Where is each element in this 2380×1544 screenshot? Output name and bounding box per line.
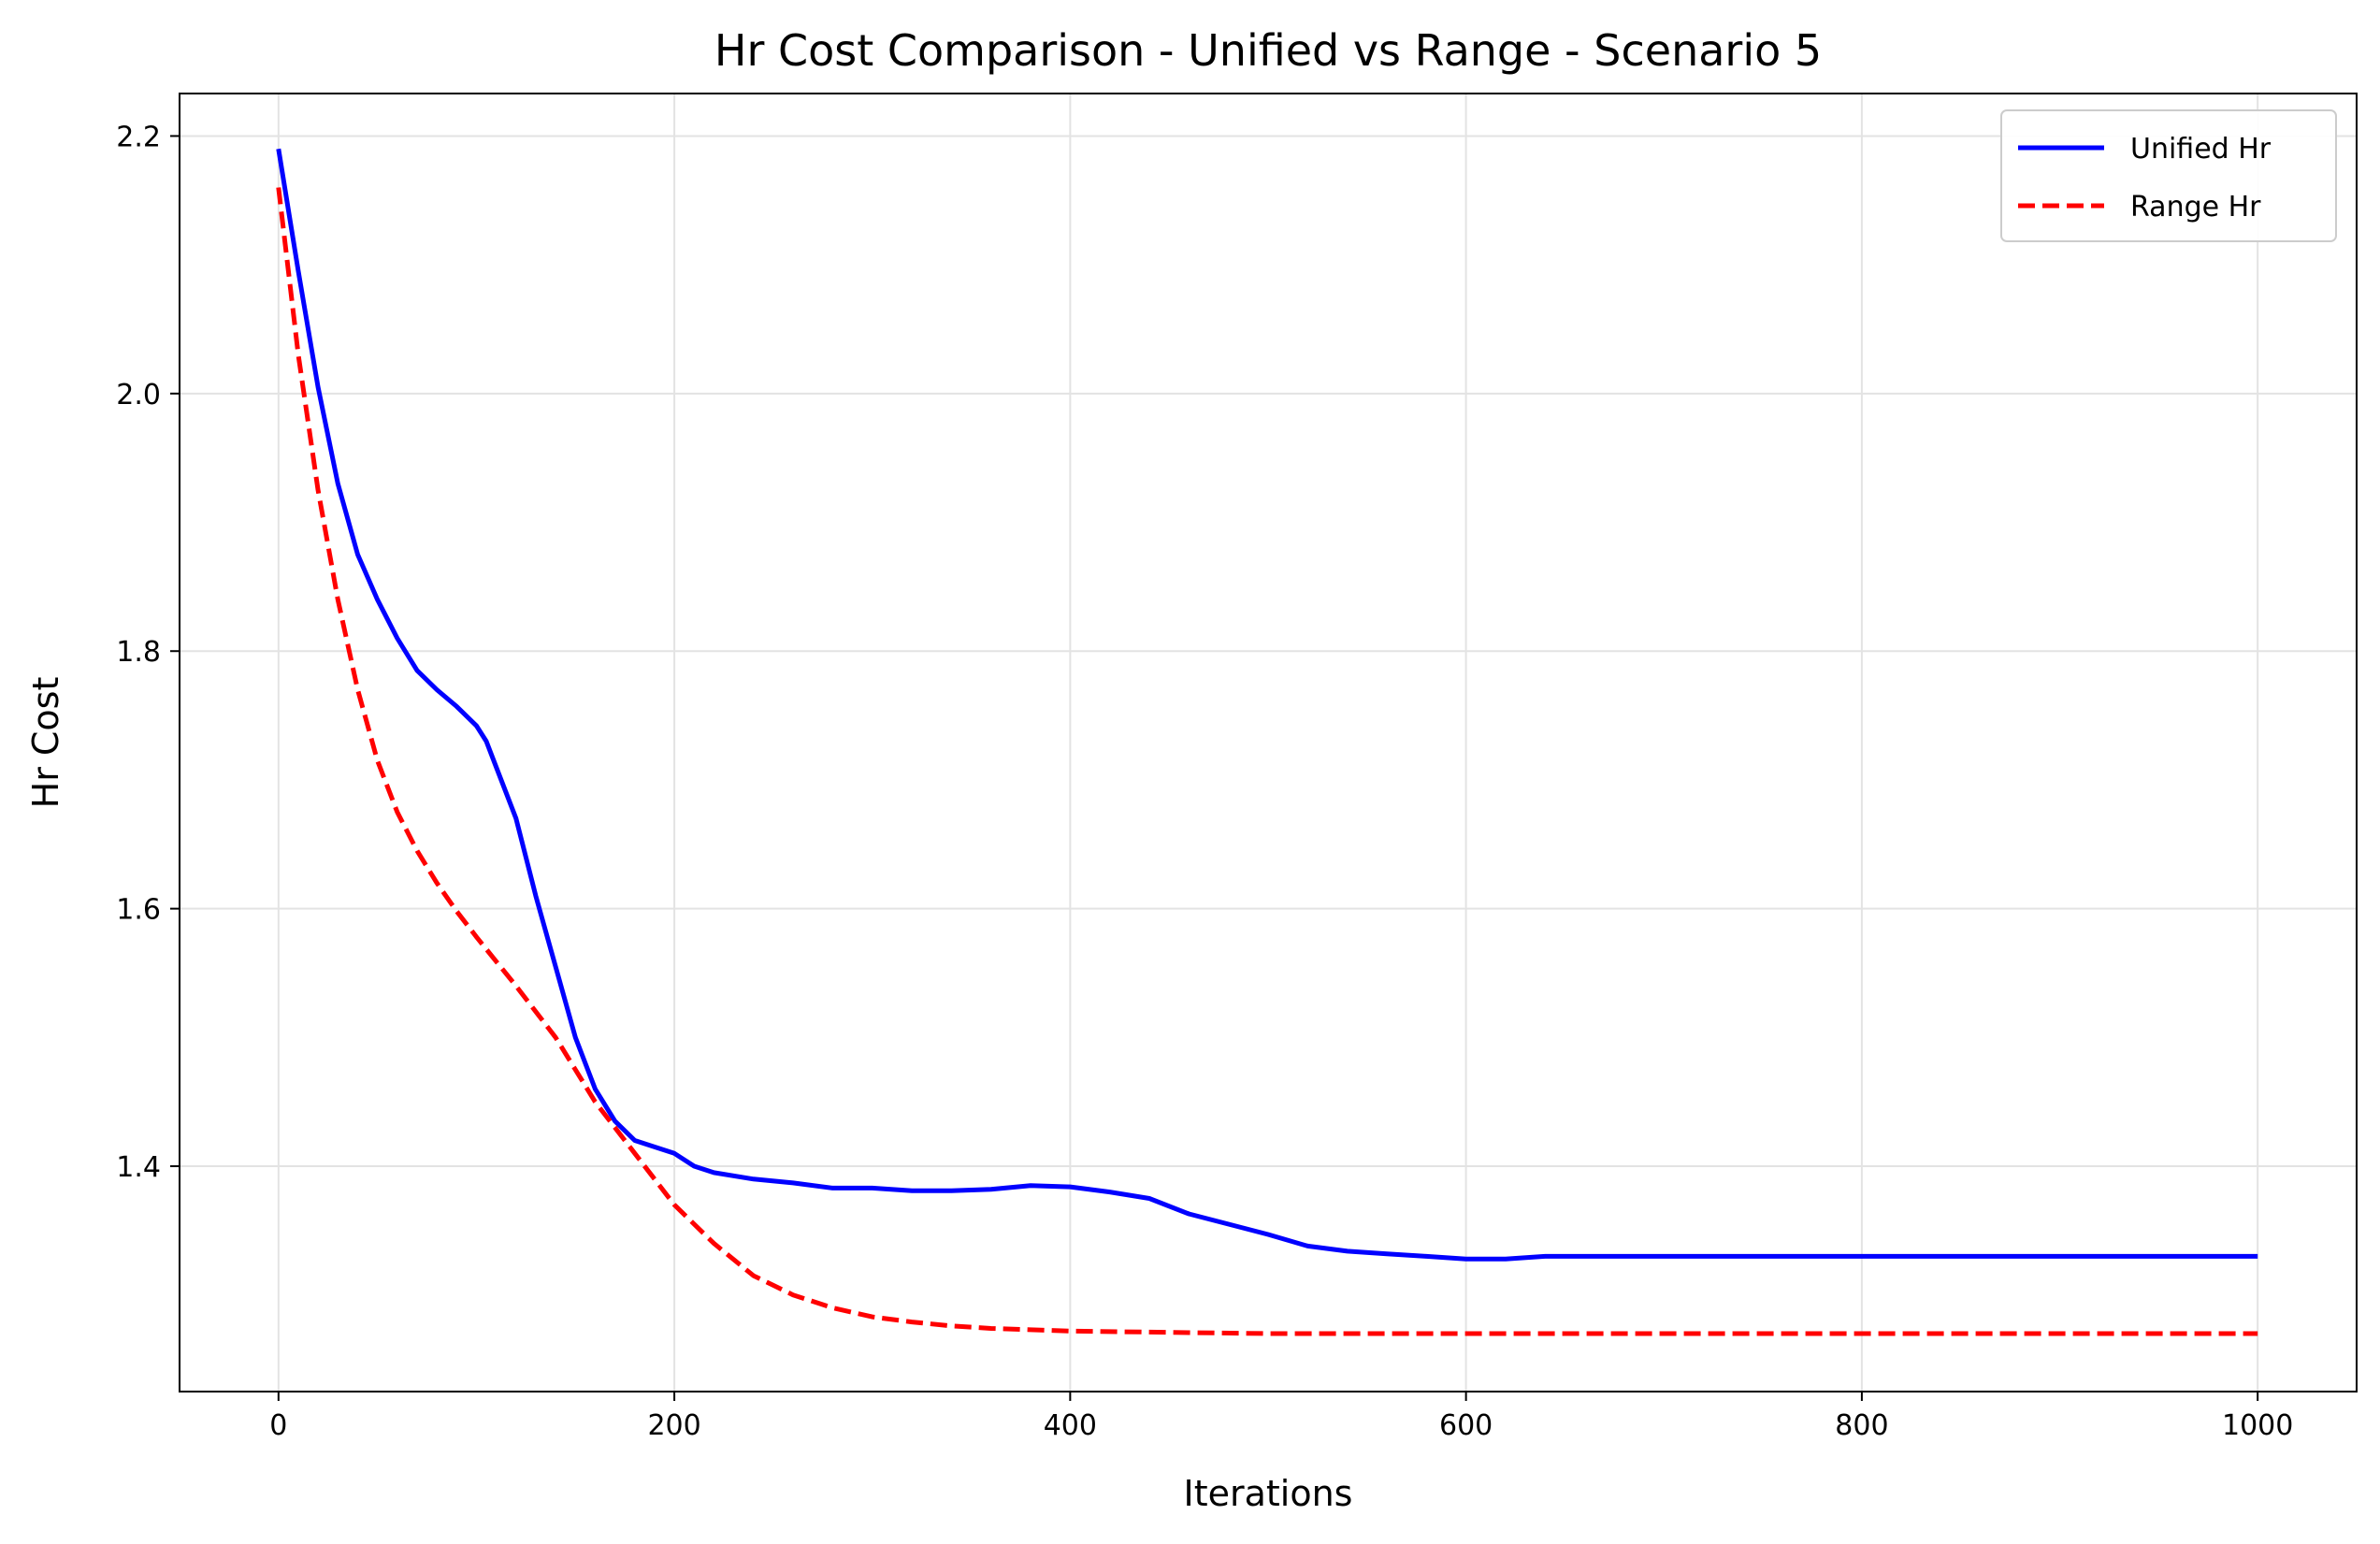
x-tick-label: 400 xyxy=(1044,1409,1097,1442)
x-tick-label: 200 xyxy=(647,1409,700,1442)
legend-label: Range Hr xyxy=(2130,191,2261,224)
x-axis-title: Iterations xyxy=(1184,1473,1353,1514)
y-axis-title: Hr Cost xyxy=(25,677,66,809)
x-tick-label: 600 xyxy=(1439,1409,1493,1442)
x-tick-label: 800 xyxy=(1835,1409,1888,1442)
legend-label: Unified Hr xyxy=(2130,133,2272,166)
ticks: 0 200 400 600 800 1000 1.4 1.6 1.8 2.0 2.2 xyxy=(116,121,2293,1442)
y-tick-label: 1.6 xyxy=(116,894,161,927)
x-tick-label: 0 xyxy=(269,1409,287,1442)
y-tick-label: 2.2 xyxy=(116,121,161,153)
y-tick-label: 1.4 xyxy=(116,1151,161,1184)
y-tick-label: 1.8 xyxy=(116,636,161,669)
series-line-unified-hr xyxy=(276,148,2258,1262)
series-group xyxy=(276,148,2258,1336)
chart-title: Hr Cost Comparison - Unified vs Range - … xyxy=(714,25,1822,76)
y-tick-label: 2.0 xyxy=(116,379,161,411)
plot-area-frame xyxy=(179,93,2358,1392)
legend-box xyxy=(2000,109,2337,242)
legend: Unified Hr Range Hr xyxy=(2000,109,2337,242)
x-tick-label: 1000 xyxy=(2222,1409,2293,1442)
grid xyxy=(180,94,2357,1392)
series-line-range-hr xyxy=(276,187,2258,1336)
